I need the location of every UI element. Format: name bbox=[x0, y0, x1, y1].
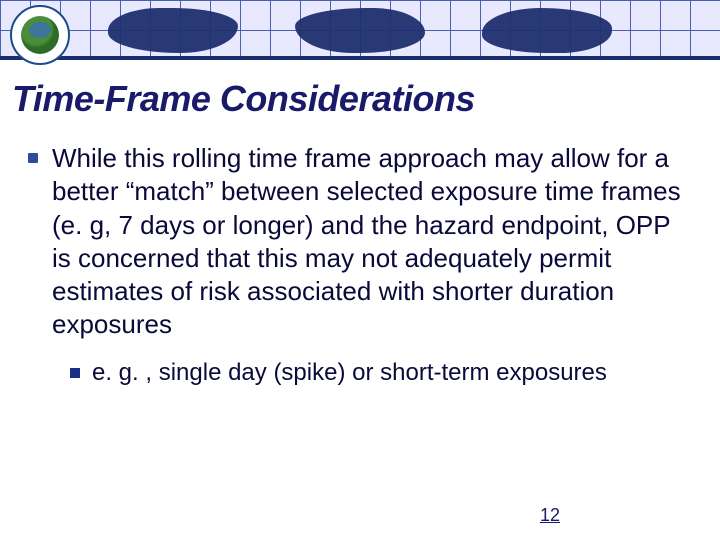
continent-shape bbox=[482, 8, 612, 53]
header-underline bbox=[0, 56, 720, 60]
sub-bullet-text: e. g. , single day (spike) or short-term… bbox=[92, 358, 607, 388]
epa-logo bbox=[10, 5, 70, 65]
sub-bullet-item: e. g. , single day (spike) or short-term… bbox=[28, 358, 692, 388]
slide-content: While this rolling time frame approach m… bbox=[0, 130, 720, 388]
header-banner bbox=[0, 0, 720, 60]
continent-shape bbox=[295, 8, 425, 53]
page-number: 12 bbox=[0, 505, 720, 526]
bullet-item: While this rolling time frame approach m… bbox=[28, 142, 692, 342]
bullet-marker-icon bbox=[28, 153, 38, 163]
sub-bullet-marker-icon bbox=[70, 368, 80, 378]
epa-logo-inner bbox=[21, 16, 59, 54]
continent-shape bbox=[108, 8, 238, 53]
bullet-text: While this rolling time frame approach m… bbox=[52, 142, 692, 342]
slide-title: Time-Frame Considerations bbox=[0, 60, 720, 130]
header-continents bbox=[0, 0, 720, 60]
